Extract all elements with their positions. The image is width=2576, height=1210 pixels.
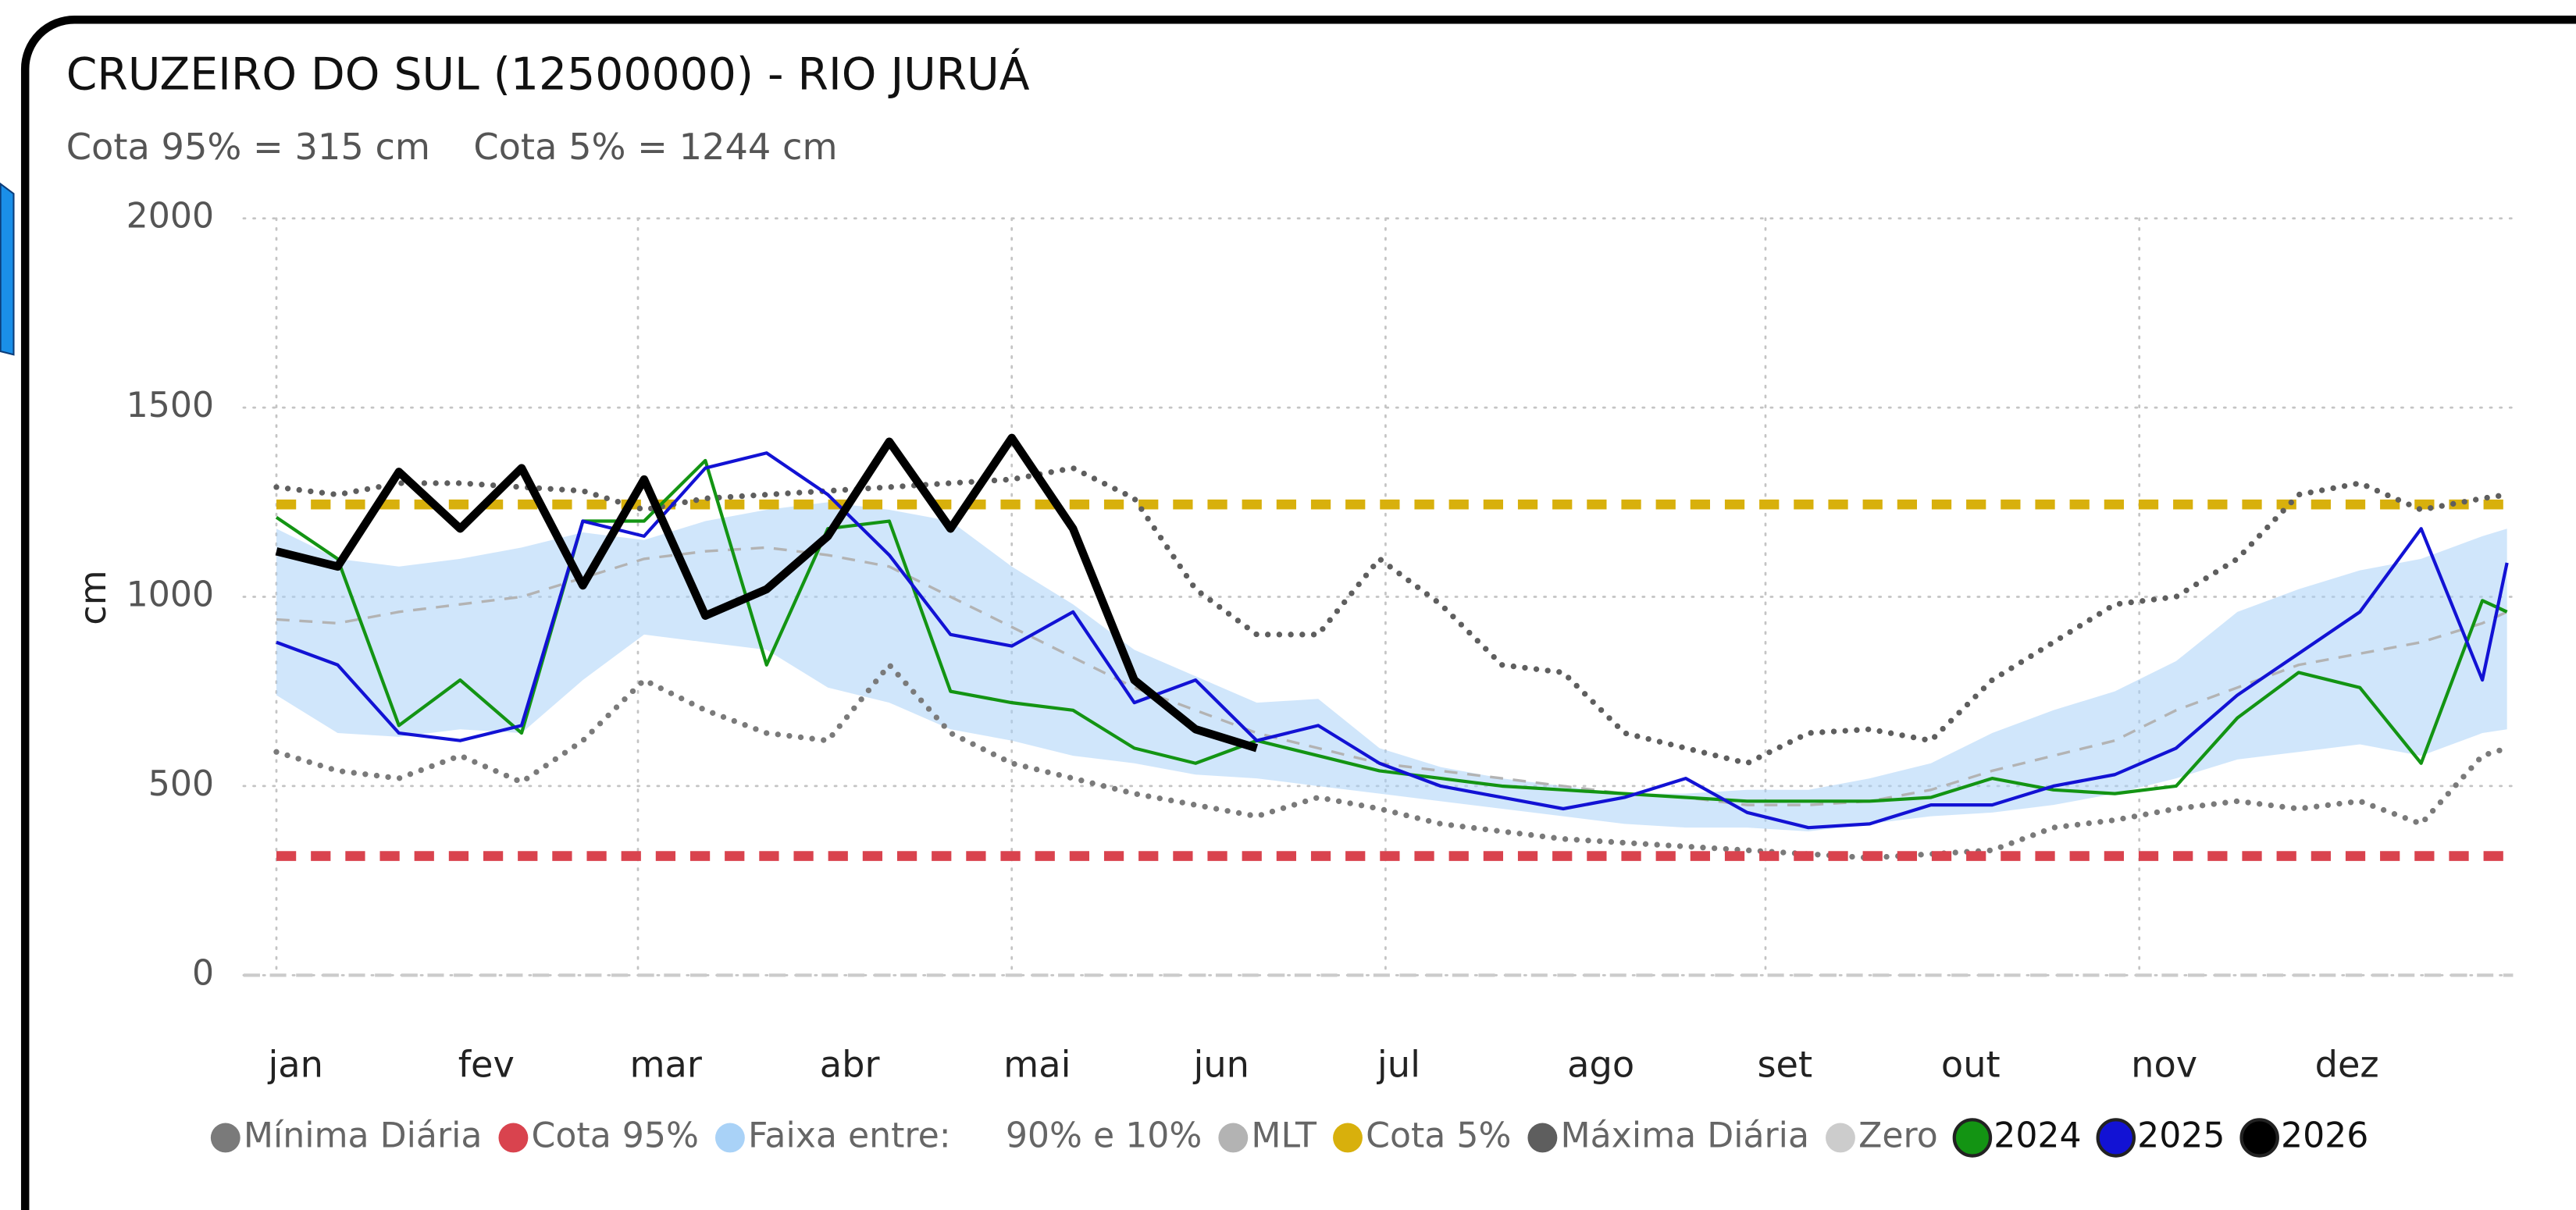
x-tick-label: mai: [1003, 1044, 1071, 1086]
x-tick-label: dez: [2315, 1044, 2379, 1086]
legend-marker: [1333, 1123, 1363, 1153]
legend-marker: [498, 1123, 529, 1153]
series-line: [273, 464, 2510, 767]
legend-label: Máxima Diária: [1561, 1116, 1809, 1155]
x-tick-label: jun: [1192, 1044, 1249, 1086]
legend-marker: [1826, 1123, 1855, 1153]
y-axis-label: cm: [72, 570, 114, 625]
y-tick-label: 0: [192, 953, 214, 993]
subtitle: Cota 95% = 315 cm: [66, 126, 430, 168]
side-shape: [0, 182, 15, 356]
legend-marker: [2096, 1118, 2136, 1158]
y-tick-label: 1500: [126, 386, 214, 425]
subtitle: Cota 5% = 1244 cm: [473, 126, 837, 168]
y-tick-label: 1000: [126, 575, 214, 614]
legend-label: 2026: [2281, 1116, 2368, 1155]
x-tick-label: abr: [820, 1044, 881, 1086]
legend-label: Zero: [1858, 1116, 1938, 1155]
plot-area: 0 500 1000 1500 2000 jan fev mar abr mai jun jul ago…: [126, 197, 2514, 1086]
legend: Mínima Diária Cota 95% Faixa entre: 90% e …: [210, 1116, 2368, 1158]
y-tick-label: 500: [148, 764, 214, 804]
series-line: [276, 546, 2508, 806]
legend-label: 2024: [1993, 1116, 2081, 1155]
legend-marker: [2239, 1118, 2279, 1158]
chart-title: CRUZEIRO DO SUL (12500000) - RIO JURUÁ: [66, 47, 1030, 100]
x-tick-label: jan: [267, 1044, 323, 1086]
x-tick-label: nov: [2131, 1044, 2197, 1086]
series-line: [276, 451, 2509, 830]
legend-label: Faixa entre: 90% e 10%: [748, 1116, 1202, 1155]
band-area: [276, 502, 2507, 832]
legend-marker: [1218, 1123, 1249, 1153]
legend-label: 2025: [2137, 1116, 2225, 1155]
x-tick-label: jul: [1377, 1044, 1420, 1086]
x-tick-label: out: [1941, 1044, 2001, 1086]
legend-label: Mínima Diária: [244, 1116, 483, 1155]
frame: [20, 15, 2576, 1210]
series-line: [273, 662, 2510, 861]
legend-label: MLT: [1251, 1116, 1317, 1155]
y-tick-label: 2000: [126, 197, 214, 237]
x-tick-label: ago: [1567, 1044, 1634, 1086]
x-tick-label: set: [1757, 1044, 1812, 1086]
series-line: [275, 433, 1259, 753]
legend-marker: [1952, 1118, 1993, 1158]
x-tick-label: mar: [629, 1044, 702, 1086]
legend-marker: [210, 1123, 240, 1153]
legend-label: Cota 95%: [532, 1116, 699, 1155]
legend-label: Cota 5%: [1366, 1116, 1511, 1155]
x-tick-label: fev: [458, 1044, 515, 1086]
legend-marker: [714, 1123, 745, 1153]
legend-marker: [1527, 1123, 1558, 1153]
